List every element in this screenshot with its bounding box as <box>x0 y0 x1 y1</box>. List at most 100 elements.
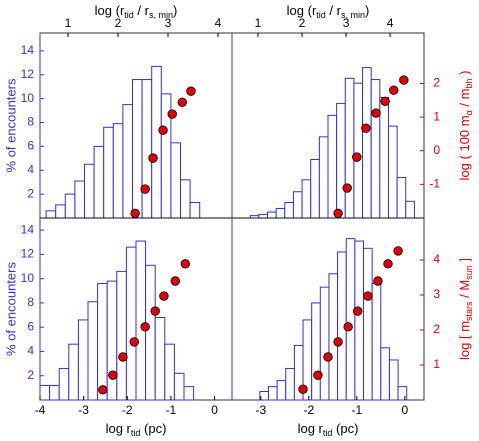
bar <box>132 79 143 219</box>
bar <box>74 180 86 219</box>
top-x-tick-label: 2 <box>115 16 122 30</box>
x-tick-label: 0 <box>211 403 218 417</box>
bar <box>380 347 390 401</box>
top-x-tick-label: 2 <box>299 16 306 30</box>
scatter-point <box>108 370 118 380</box>
y-tick-label: 12 <box>21 247 35 261</box>
scatter-point <box>167 109 177 119</box>
scatter-point <box>180 259 191 269</box>
bar <box>55 204 66 219</box>
y-tick-label: 6 <box>27 139 34 153</box>
scatter-point <box>373 276 383 286</box>
top-x-tick-label: 3 <box>165 16 172 30</box>
scatter-point <box>186 86 196 96</box>
top-x-tick-label: 4 <box>215 16 222 30</box>
x-axis-label-part: tid <box>131 428 141 438</box>
scatter-point <box>140 322 150 332</box>
top-x-axis-label: log (rtid / rs, min) <box>287 3 370 20</box>
x-axis-label-part: tid <box>323 428 333 438</box>
scatter-point <box>383 259 393 269</box>
scatter-point <box>380 96 390 106</box>
bar <box>258 213 269 219</box>
y-tick-label: 2 <box>27 186 34 200</box>
bar <box>318 136 329 219</box>
top-x-tick-label: 3 <box>343 16 350 30</box>
top-x-axis-label: log (rtid / rs, min) <box>95 3 178 20</box>
bar <box>87 301 99 401</box>
scatter-point <box>323 352 333 362</box>
y-axis-label: % of encounters <box>3 78 18 172</box>
top-x-tick-label: 1 <box>65 16 72 30</box>
bar <box>122 104 134 219</box>
y2-tick-label: 1 <box>433 357 440 371</box>
bar <box>64 193 76 219</box>
y2-axis-label-part: bh <box>464 79 474 89</box>
y2-tick-label: -1 <box>429 177 440 191</box>
bar <box>116 270 127 401</box>
y2-axis-label-part: ) <box>457 71 472 79</box>
top-x-axis-label-part: log (r <box>287 3 317 18</box>
bar <box>344 77 355 219</box>
bar <box>141 79 153 219</box>
y2-axis-label-part: / m <box>457 89 472 111</box>
bar <box>405 200 415 219</box>
bar <box>311 302 321 401</box>
bar <box>106 280 118 401</box>
y-tick-label: 6 <box>27 319 34 333</box>
bar <box>371 283 382 401</box>
y2-axis-label-part: ] <box>457 258 472 265</box>
y2-axis-label-part: log ( 100 m <box>457 115 472 180</box>
scatter-point <box>353 306 363 316</box>
y2-tick-label: 2 <box>433 322 440 336</box>
y2-tick-label: 0 <box>433 143 440 157</box>
scatter-point <box>333 337 343 347</box>
x-tick-label: 0 <box>401 403 408 417</box>
scatter-point <box>140 184 150 194</box>
scatter-point <box>148 153 158 163</box>
top-x-axis-label-part: s, min <box>341 10 365 20</box>
top-x-axis-label-part: ) <box>365 3 369 18</box>
bar <box>49 384 60 401</box>
scatter-point <box>361 123 371 133</box>
bar <box>151 65 162 219</box>
bar <box>267 211 277 219</box>
scatter-point <box>352 152 362 162</box>
x-axis-label-part: (pc) <box>140 421 166 436</box>
bar <box>396 176 407 219</box>
bar <box>97 283 108 401</box>
bar <box>93 145 105 219</box>
bar <box>39 384 51 401</box>
y-tick-label: 4 <box>27 162 34 176</box>
x-tick-label: -1 <box>166 403 177 417</box>
y-tick-label: 8 <box>27 115 34 129</box>
bar <box>327 114 338 219</box>
y-tick-label: 14 <box>21 43 35 57</box>
scatter-point <box>177 97 187 107</box>
bar <box>363 247 373 401</box>
scatter-point <box>130 208 140 218</box>
x-tick-label: -3 <box>255 403 266 417</box>
scatter-point <box>313 370 323 380</box>
y2-axis-label: log [ mstars / Msun ] <box>457 258 474 360</box>
bar <box>45 210 57 219</box>
x-tick-label: -2 <box>122 403 133 417</box>
y-tick-label: 10 <box>21 91 35 105</box>
bar <box>387 125 398 219</box>
scatter-point <box>393 246 403 256</box>
scatter-point <box>342 183 352 193</box>
bar <box>336 102 346 219</box>
bar <box>388 359 399 401</box>
scatter-point <box>333 208 343 218</box>
scatter-point <box>343 322 353 332</box>
bar <box>125 246 137 401</box>
x-axis-label: log rtid (pc) <box>106 421 167 438</box>
y2-axis-label-part: / M <box>457 280 472 302</box>
bar <box>84 163 95 219</box>
x-axis-label-part: log r <box>106 421 132 436</box>
x-axis-label: log rtid (pc) <box>298 421 359 438</box>
y-tick-label: 10 <box>21 271 35 285</box>
y-axis-label: % of encounters <box>3 262 18 356</box>
top-x-axis-label-part: tid <box>316 10 326 20</box>
scatter-point <box>158 125 168 135</box>
top-x-tick-label: 4 <box>387 16 394 30</box>
